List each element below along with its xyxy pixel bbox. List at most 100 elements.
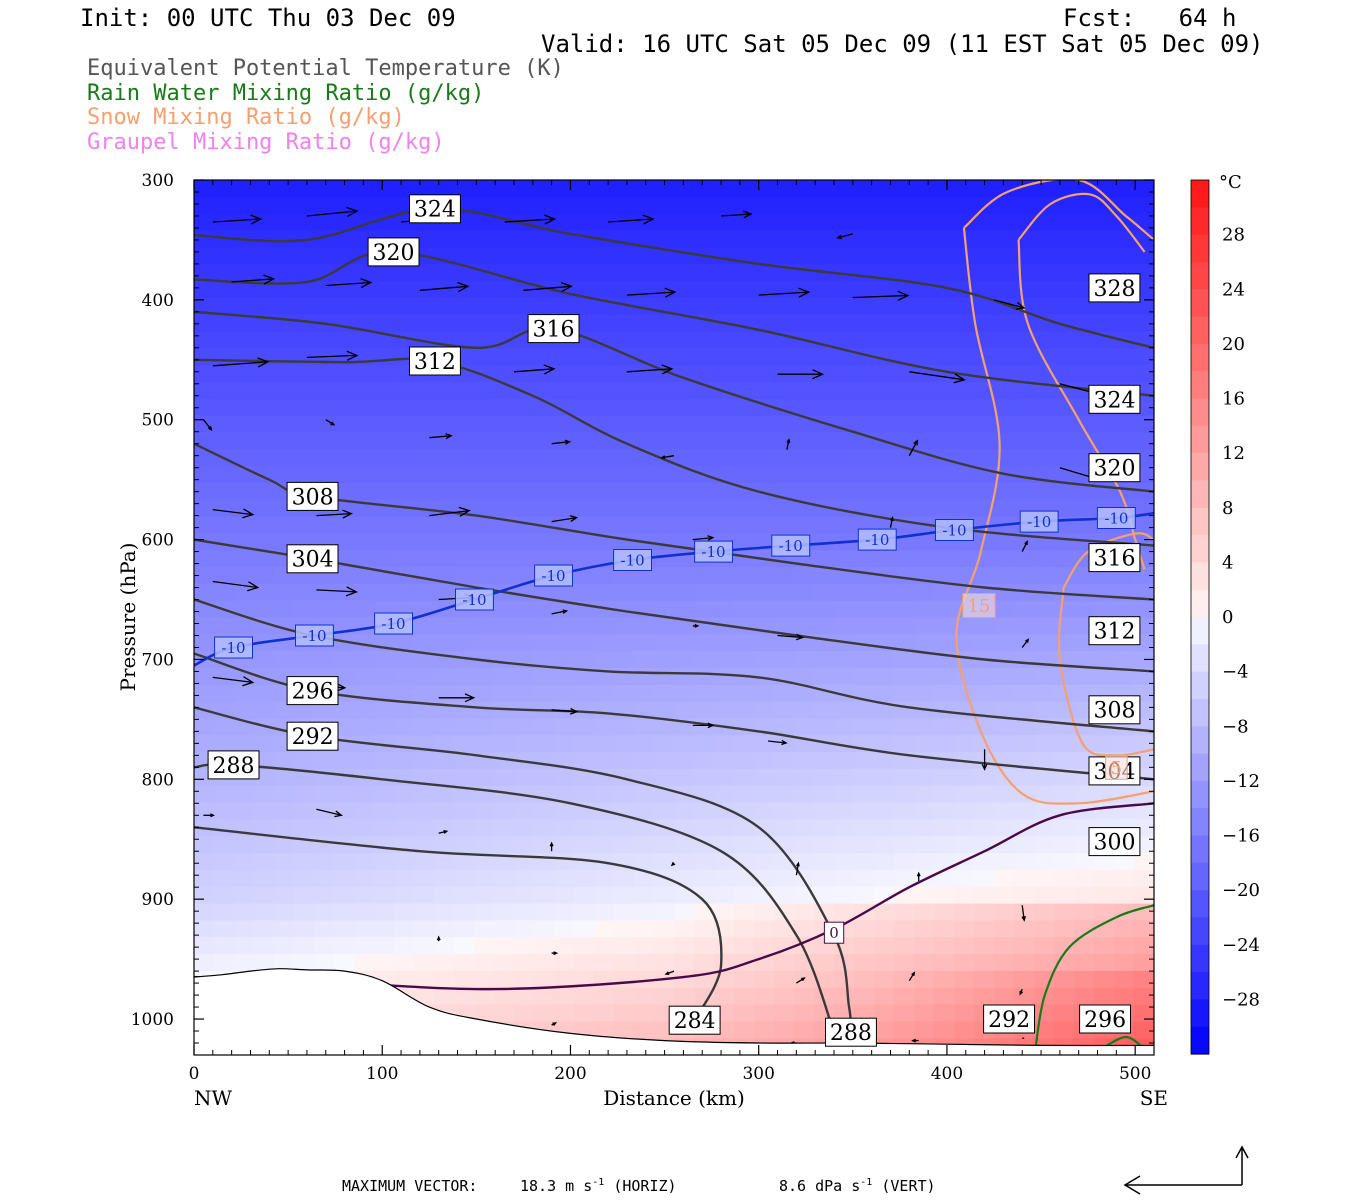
temperature-cell: [794, 432, 815, 450]
wind-vector: [768, 740, 787, 744]
temperature-cell: [1074, 937, 1095, 955]
temperature-cell: [714, 735, 735, 753]
temperature-cell: [394, 651, 415, 669]
wind-vector-head: [897, 290, 910, 301]
temperature-cell: [534, 297, 555, 316]
temperature-cell: [394, 550, 415, 568]
temperature-cell: [734, 230, 755, 249]
wind-vector-head: [562, 609, 569, 614]
temperature-cell: [654, 903, 675, 922]
temperature-cell: [554, 1004, 575, 1023]
temperature-cell: [834, 819, 855, 837]
temperature-cell: [474, 381, 495, 400]
temperature-cell: [694, 230, 715, 249]
temperature-cell: [194, 869, 215, 888]
temperature-cell: [554, 365, 575, 383]
temperature-cell: [1034, 600, 1055, 619]
temperature-cell: [1134, 1004, 1154, 1023]
temperature-cell: [554, 583, 575, 602]
temperature-cell: [254, 516, 275, 535]
temperature-cell: [874, 550, 895, 568]
temperature-cell: [654, 533, 675, 551]
theta-e-288-label: 288: [213, 754, 255, 779]
temperature-cell: [1054, 920, 1075, 938]
temperature-cell: [994, 819, 1015, 837]
temperature-cell: [854, 785, 875, 804]
isotherm-minus10-label-box: [534, 564, 573, 587]
temperature-cell: [574, 550, 595, 568]
temperature-cell: [654, 281, 675, 299]
temperature-cell: [754, 987, 775, 1006]
temperature-cell: [534, 668, 555, 686]
temperature-cell: [674, 684, 695, 703]
temperature-cell: [634, 466, 655, 484]
temperature-cell: [594, 381, 615, 400]
colorbar-label: 24: [1222, 279, 1245, 300]
temperature-cell: [874, 196, 895, 215]
temperature-cell: [574, 516, 595, 535]
temperature-cell: [854, 752, 875, 770]
temperature-cell: [734, 264, 755, 282]
temperature-cell: [394, 533, 415, 551]
temperature-cell: [534, 651, 555, 669]
temperature-cell: [974, 920, 995, 938]
temperature-cell: [534, 381, 555, 400]
temperature-cell: [854, 583, 875, 602]
max-vector-vert-unit: (VERT): [881, 1177, 936, 1195]
temperature-cell: [934, 1004, 955, 1023]
temperature-cell: [674, 668, 695, 686]
temperature-cell: [934, 314, 955, 333]
temperature-cell: [834, 213, 855, 232]
temperature-cell: [454, 819, 475, 837]
temperature-cell: [594, 281, 615, 299]
temperature-cell: [374, 937, 395, 955]
isotherm-minus10-label: -10: [779, 537, 803, 555]
temperature-cell: [414, 482, 435, 501]
colorbar-label: 12: [1222, 443, 1245, 464]
temperature-cell: [214, 617, 235, 636]
temperature-cell: [434, 903, 455, 922]
temperature-cell: [414, 466, 435, 484]
temperature-cell: [534, 802, 555, 821]
temperature-cell: [374, 281, 395, 299]
temperature-cell: [514, 533, 535, 551]
temperature-cell: [234, 903, 255, 922]
wind-vector-head: [664, 287, 677, 298]
temperature-cell: [434, 264, 455, 282]
temperature-cell: [494, 180, 515, 198]
temperature-cell: [734, 281, 755, 299]
temperature-cell: [474, 281, 495, 299]
y-tick-label: 1000: [131, 1010, 174, 1030]
temperature-cell: [1074, 331, 1095, 349]
temperature-cell: [814, 230, 835, 249]
temperature-cell: [1054, 617, 1075, 636]
temperature-cell: [1054, 499, 1075, 518]
temperature-cell: [754, 365, 775, 383]
temperature-cell: [774, 718, 795, 737]
temperature-cell: [354, 331, 375, 349]
temperature-cell: [894, 583, 915, 602]
temperature-cell: [1094, 651, 1115, 669]
temperature-cell: [314, 213, 335, 232]
temperature-cell: [934, 617, 955, 636]
temperature-cell: [234, 617, 255, 636]
temperature-cell: [1014, 668, 1035, 686]
temperature-cell: [934, 230, 955, 249]
temperature-cell: [194, 937, 215, 955]
theta-e-284-line: [194, 826, 723, 1021]
temperature-cell: [374, 869, 395, 888]
temperature-cell: [694, 752, 715, 770]
temperature-cell: [1054, 348, 1075, 366]
temperature-cell: [734, 432, 755, 450]
temperature-cell: [814, 297, 835, 316]
temperature-cell: [774, 937, 795, 955]
temperature-cell: [914, 230, 935, 249]
temperature-cell: [614, 247, 635, 265]
temperature-cell: [654, 668, 675, 686]
wind-vector-head: [786, 438, 791, 444]
wind-vector-head: [210, 813, 215, 818]
temperature-cell: [334, 954, 355, 972]
temperature-cell: [534, 533, 555, 551]
temperature-cell: [194, 718, 215, 737]
